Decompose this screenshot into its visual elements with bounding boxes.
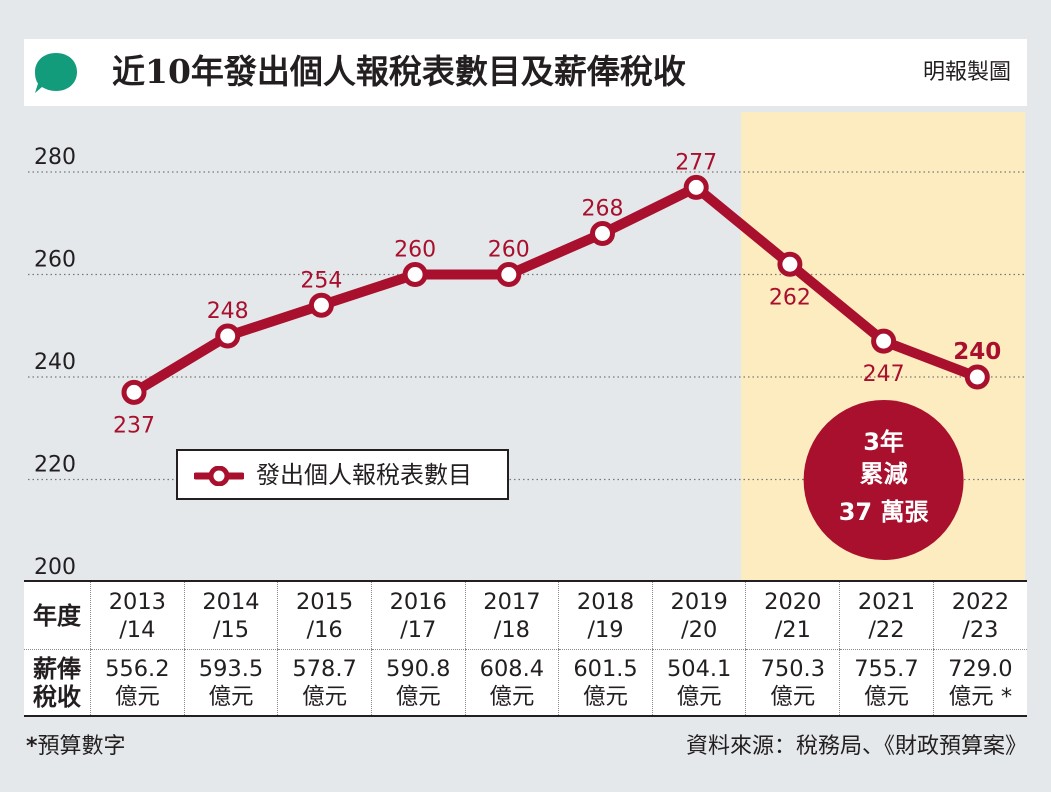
data-labels: 237 248 254 260 260 268 277 262 247 240 [113, 150, 1001, 438]
table-cell-year: 2021/22 [839, 581, 934, 650]
speech-bubble-icon [35, 53, 77, 93]
y-axis: 200 220 240 260 280 [34, 145, 76, 580]
data-label: 262 [769, 285, 811, 310]
data-label: 260 [394, 238, 436, 263]
chart-credit: 明報製圖 [922, 60, 1011, 85]
table-cell-year: 2017/18 [464, 581, 559, 650]
row-label-revenue: 薪俸 稅收 [33, 655, 81, 711]
data-point [308, 292, 334, 318]
y-tick-label: 240 [34, 350, 76, 375]
data-point [121, 379, 147, 405]
table-cell-year: 2018/19 [558, 581, 653, 650]
source-note: 資料來源：稅務局、《財政預算案》 [685, 734, 1027, 759]
data-point [683, 174, 709, 200]
title-bar: 近10年發出個人報稅表數目及薪俸稅收 明報製圖 [24, 39, 1027, 106]
legend: 發出個人報稅表數目 [176, 449, 509, 500]
table-cell-revenue: 729.0 億元 * [932, 649, 1027, 716]
table-cell-year: 2016/17 [370, 581, 466, 650]
footnote-mark: * [26, 734, 38, 759]
table-cell-year: 2020/21 [745, 581, 840, 650]
table-cell-year: 2014/15 [183, 581, 278, 650]
data-point [215, 323, 241, 349]
table-cell-revenue: 750.3 億元 [745, 649, 840, 716]
revenue-table: 年度 2013/14 2014/15 2015/16 2016/17 2017/… [24, 580, 1027, 717]
series-polyline [129, 182, 983, 398]
table-row-year: 年度 2013/14 2014/15 2015/16 2016/17 2017/… [24, 581, 1027, 650]
table-cell-revenue: 578.7 億元 [277, 649, 372, 716]
table-row-revenue: 薪俸 稅收 556.2 億元 593.5 億元 578.7 億元 590.8 億元 608… [24, 649, 1027, 716]
table-cell-revenue: 590.8 億元 [370, 649, 466, 716]
table-cell-revenue: 755.7 億元 [839, 649, 934, 716]
y-tick-label: 260 [34, 248, 76, 273]
table-cell-revenue: 504.1 億元 [651, 649, 746, 716]
legend-series-name: 發出個人報稅表數目 [256, 461, 472, 489]
data-label: 260 [488, 238, 530, 263]
callout-text: 累減 [860, 460, 908, 488]
data-label: 237 [113, 413, 155, 438]
data-point [496, 262, 522, 287]
y-tick-label: 220 [34, 453, 76, 478]
data-point [777, 251, 803, 277]
table-cell-revenue: 593.5 億元 [183, 649, 278, 716]
callout-text: 3年 [863, 428, 904, 456]
table-cell-revenue: 608.4 億元 [464, 649, 559, 716]
data-points [121, 174, 990, 405]
data-label: 248 [207, 299, 249, 324]
row-label-year: 年度 [24, 581, 91, 650]
data-point [964, 364, 990, 390]
series-line [129, 182, 983, 398]
table-cell-year: 2019/20 [651, 581, 746, 650]
table-cell-year: 2022/23 [932, 581, 1027, 650]
data-point [871, 328, 897, 354]
callout-text: 37 萬張 [839, 498, 930, 526]
table-cell-year: 2013/14 [90, 581, 185, 650]
callout-circle [803, 400, 964, 560]
data-point [402, 262, 428, 287]
data-point [590, 221, 615, 246]
footnote: *預算數字 [26, 732, 126, 762]
y-tick-label: 200 [34, 555, 76, 580]
footnote-text: 預算數字 [37, 734, 126, 759]
table-cell-revenue: 556.2 億元 [90, 649, 185, 716]
chart-title: 近10年發出個人報稅表數目及薪俸稅收 [112, 52, 686, 91]
data-label: 240 [953, 339, 1001, 365]
table-cell-revenue: 601.5 億元 [558, 649, 653, 716]
data-label: 277 [675, 150, 717, 175]
legend-line-marker-icon [194, 466, 244, 486]
data-label: 268 [582, 197, 624, 222]
data-label: 254 [300, 268, 342, 293]
data-label: 247 [863, 362, 905, 387]
y-tick-label: 280 [34, 145, 76, 170]
table-cell-year: 2015/16 [277, 581, 372, 650]
